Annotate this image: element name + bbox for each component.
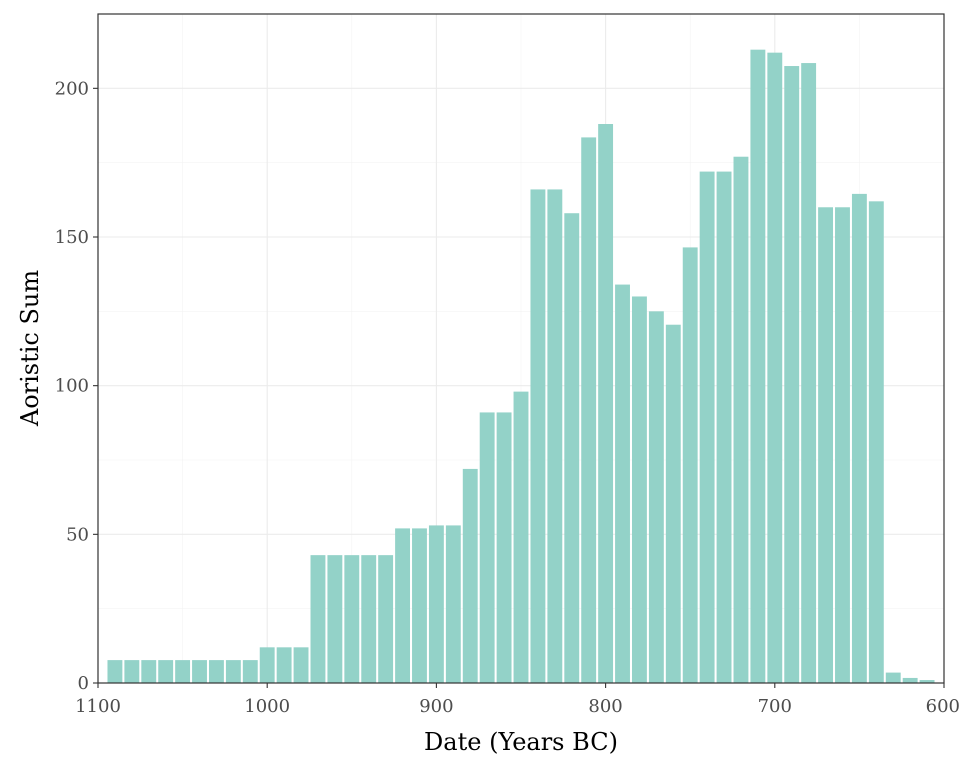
- bar: [919, 680, 935, 683]
- bars: [107, 49, 935, 684]
- bar: [835, 207, 850, 683]
- bar: [293, 647, 309, 683]
- bar: [665, 324, 681, 683]
- bar: [192, 660, 207, 683]
- y-tick-label: 100: [55, 376, 89, 397]
- bar: [361, 555, 377, 683]
- bar: [141, 660, 157, 683]
- bar: [107, 660, 123, 683]
- bar: [801, 63, 817, 684]
- bar: [208, 660, 224, 683]
- bar: [479, 412, 495, 683]
- bar: [445, 525, 461, 683]
- bar: [462, 468, 478, 683]
- bar: [598, 124, 614, 684]
- bar: [699, 171, 715, 683]
- x-tick-label: 700: [758, 696, 792, 717]
- y-axis-title: Aoristic Sum: [16, 270, 44, 428]
- bar: [615, 284, 630, 683]
- bar: [327, 555, 343, 683]
- y-tick-label: 0: [78, 673, 89, 694]
- x-axis: 1100 1000 900 800 700 600: [75, 683, 960, 717]
- bar: [750, 49, 766, 684]
- bar: [259, 647, 275, 683]
- y-tick-label: 150: [55, 227, 89, 248]
- x-tick-label: 1000: [244, 696, 290, 717]
- bar: [902, 677, 918, 683]
- bar: [784, 66, 800, 684]
- bar: [885, 672, 901, 683]
- bar: [868, 201, 884, 683]
- panel-border: [97, 13, 945, 684]
- bar: [276, 647, 292, 683]
- bar: [547, 189, 563, 683]
- y-axis: 0 50 100 150 200: [55, 78, 98, 694]
- x-tick-label: 1100: [75, 696, 121, 717]
- y-tick-label: 50: [66, 524, 89, 545]
- x-tick-label: 800: [588, 696, 622, 717]
- bar: [581, 137, 597, 684]
- bar: [242, 660, 258, 683]
- bar: [767, 52, 783, 684]
- bar: [818, 207, 834, 683]
- bar: [648, 311, 664, 683]
- bar: [682, 247, 698, 683]
- bar: [631, 296, 647, 683]
- bar: [175, 660, 191, 683]
- x-axis-title: Date (Years BC): [424, 728, 618, 756]
- bar: [395, 528, 411, 683]
- bar: [412, 528, 427, 683]
- bar: [310, 555, 326, 683]
- bar: [158, 660, 174, 683]
- bar: [496, 412, 512, 683]
- bar: [344, 555, 360, 683]
- bar: [716, 171, 732, 683]
- bar: [733, 156, 749, 684]
- bar: [851, 193, 867, 684]
- bar: [225, 660, 241, 683]
- bar: [124, 660, 140, 683]
- bar: [428, 525, 444, 683]
- bar: [530, 189, 546, 683]
- bar: [564, 213, 580, 684]
- bar: [513, 391, 529, 683]
- x-tick-label: 900: [419, 696, 453, 717]
- y-tick-label: 200: [55, 78, 89, 99]
- bar: [378, 555, 394, 683]
- x-tick-label: 600: [926, 696, 960, 717]
